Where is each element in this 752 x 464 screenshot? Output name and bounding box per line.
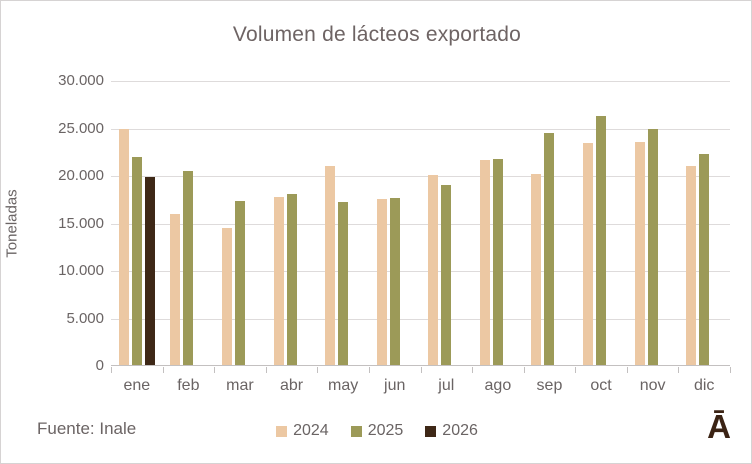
bar-2025-jun xyxy=(389,197,400,365)
x-category-label-feb: feb xyxy=(177,377,200,394)
x-category-label-jul: jul xyxy=(438,377,455,394)
bar-group-feb xyxy=(163,81,215,365)
x-axis-tick xyxy=(678,367,680,373)
gridline xyxy=(111,81,730,82)
bar-2025-ago xyxy=(492,158,503,365)
x-axis-tick xyxy=(730,367,731,373)
source-note: Fuente: Inale xyxy=(37,419,137,438)
bar-2025-jul xyxy=(441,184,452,365)
bar-group-may xyxy=(317,81,369,365)
bar-group-dic xyxy=(678,81,730,365)
x-axis-tick xyxy=(111,367,112,373)
x-category-label-jun: jun xyxy=(384,377,406,394)
x-axis-tick xyxy=(317,367,319,373)
bar-group-oct xyxy=(575,81,627,365)
bar-2026-ene xyxy=(144,176,155,365)
bar-2024-jul xyxy=(428,175,439,365)
y-tick-label: 25.000 xyxy=(58,119,104,137)
bar-2024-abr xyxy=(273,196,284,365)
x-category-label-dic: dic xyxy=(693,377,715,394)
gridline xyxy=(111,176,730,177)
y-tick-label: 5.000 xyxy=(66,309,104,327)
x-axis-tick xyxy=(265,367,267,373)
legend-swatch-icon xyxy=(350,425,362,437)
bar-group-ene xyxy=(111,81,163,365)
x-category-label-ago: ago xyxy=(484,377,512,394)
bar-2025-may xyxy=(338,201,349,365)
y-tick-label: 10.000 xyxy=(58,262,104,279)
bar-2025-dic xyxy=(699,154,710,365)
x-axis-tick xyxy=(162,367,164,373)
legend-swatch-icon xyxy=(425,425,437,437)
y-tick-label: 0 xyxy=(95,357,104,374)
bar-2025-mar xyxy=(234,200,245,365)
gridline xyxy=(111,271,730,272)
plot-area xyxy=(111,81,730,366)
x-category-label-may: may xyxy=(328,377,359,394)
bar-group-ago xyxy=(472,81,524,365)
legend-label: 2024 xyxy=(293,422,329,439)
bar-2025-nov xyxy=(647,129,658,365)
x-axis-tick xyxy=(472,367,474,373)
bar-2024-dic xyxy=(686,166,697,365)
bar-2024-mar xyxy=(221,228,232,365)
x-axis-tick xyxy=(368,367,370,373)
x-category-label-ene: ene xyxy=(123,377,151,394)
y-tick-label: 15.000 xyxy=(58,214,104,232)
x-axis-tick xyxy=(523,367,525,373)
legend-label: 2026 xyxy=(442,422,478,439)
bar-2024-oct xyxy=(583,142,594,365)
gridline xyxy=(111,318,730,320)
brand-logo-icon: Ā xyxy=(707,408,731,445)
chart-title: Volumen de lácteos exportado xyxy=(232,23,522,46)
x-category-label-oct: oct xyxy=(590,377,612,394)
bar-group-sep xyxy=(524,81,576,365)
bar-2025-oct xyxy=(596,116,607,365)
x-category-label-mar: mar xyxy=(226,377,254,394)
bar-2024-ago xyxy=(479,159,490,365)
bar-2024-nov xyxy=(634,141,645,365)
legend-swatch-icon xyxy=(276,425,288,437)
y-tick-label: 20.000 xyxy=(58,167,104,184)
bar-2025-feb xyxy=(183,171,194,365)
legend-label: 2025 xyxy=(367,422,404,439)
x-category-label-sep: sep xyxy=(536,377,563,394)
x-axis-tick xyxy=(575,367,577,373)
bar-group-mar xyxy=(214,81,266,365)
bar-2024-may xyxy=(325,166,336,365)
gridline xyxy=(111,223,730,225)
legend-item-2024: 2024 xyxy=(276,422,329,440)
bar-2025-abr xyxy=(286,194,297,365)
x-category-label-nov: nov xyxy=(639,377,666,394)
bar-group-nov xyxy=(627,81,679,365)
gridline xyxy=(111,128,730,130)
y-axis-tick-labels: 30.000 25.000 20.000 15.000 10.000 5.000 0 xyxy=(1,72,104,374)
x-axis-labels: ene feb mar abr may jun jul ago sep oct nov dic xyxy=(111,377,730,397)
x-axis-tick xyxy=(214,367,216,373)
bar-group-abr xyxy=(266,81,318,365)
legend-item-2025: 2025 xyxy=(350,422,404,440)
bar-2025-sep xyxy=(544,133,555,365)
x-axis-ticks xyxy=(111,367,731,373)
x-category-label-abr: abr xyxy=(279,377,304,394)
bar-2024-feb xyxy=(170,213,181,365)
bar-group-jun xyxy=(369,81,421,365)
bar-group-jul xyxy=(421,81,473,365)
bar-2024-jun xyxy=(376,198,387,365)
bar-2025-ene xyxy=(131,156,142,365)
x-axis-tick xyxy=(626,367,628,373)
bar-2024-sep xyxy=(531,174,542,365)
x-axis-tick xyxy=(420,367,422,373)
y-tick-label: 30.000 xyxy=(58,72,104,89)
legend-item-2026: 2026 xyxy=(425,422,478,440)
bar-2024-ene xyxy=(118,129,129,365)
